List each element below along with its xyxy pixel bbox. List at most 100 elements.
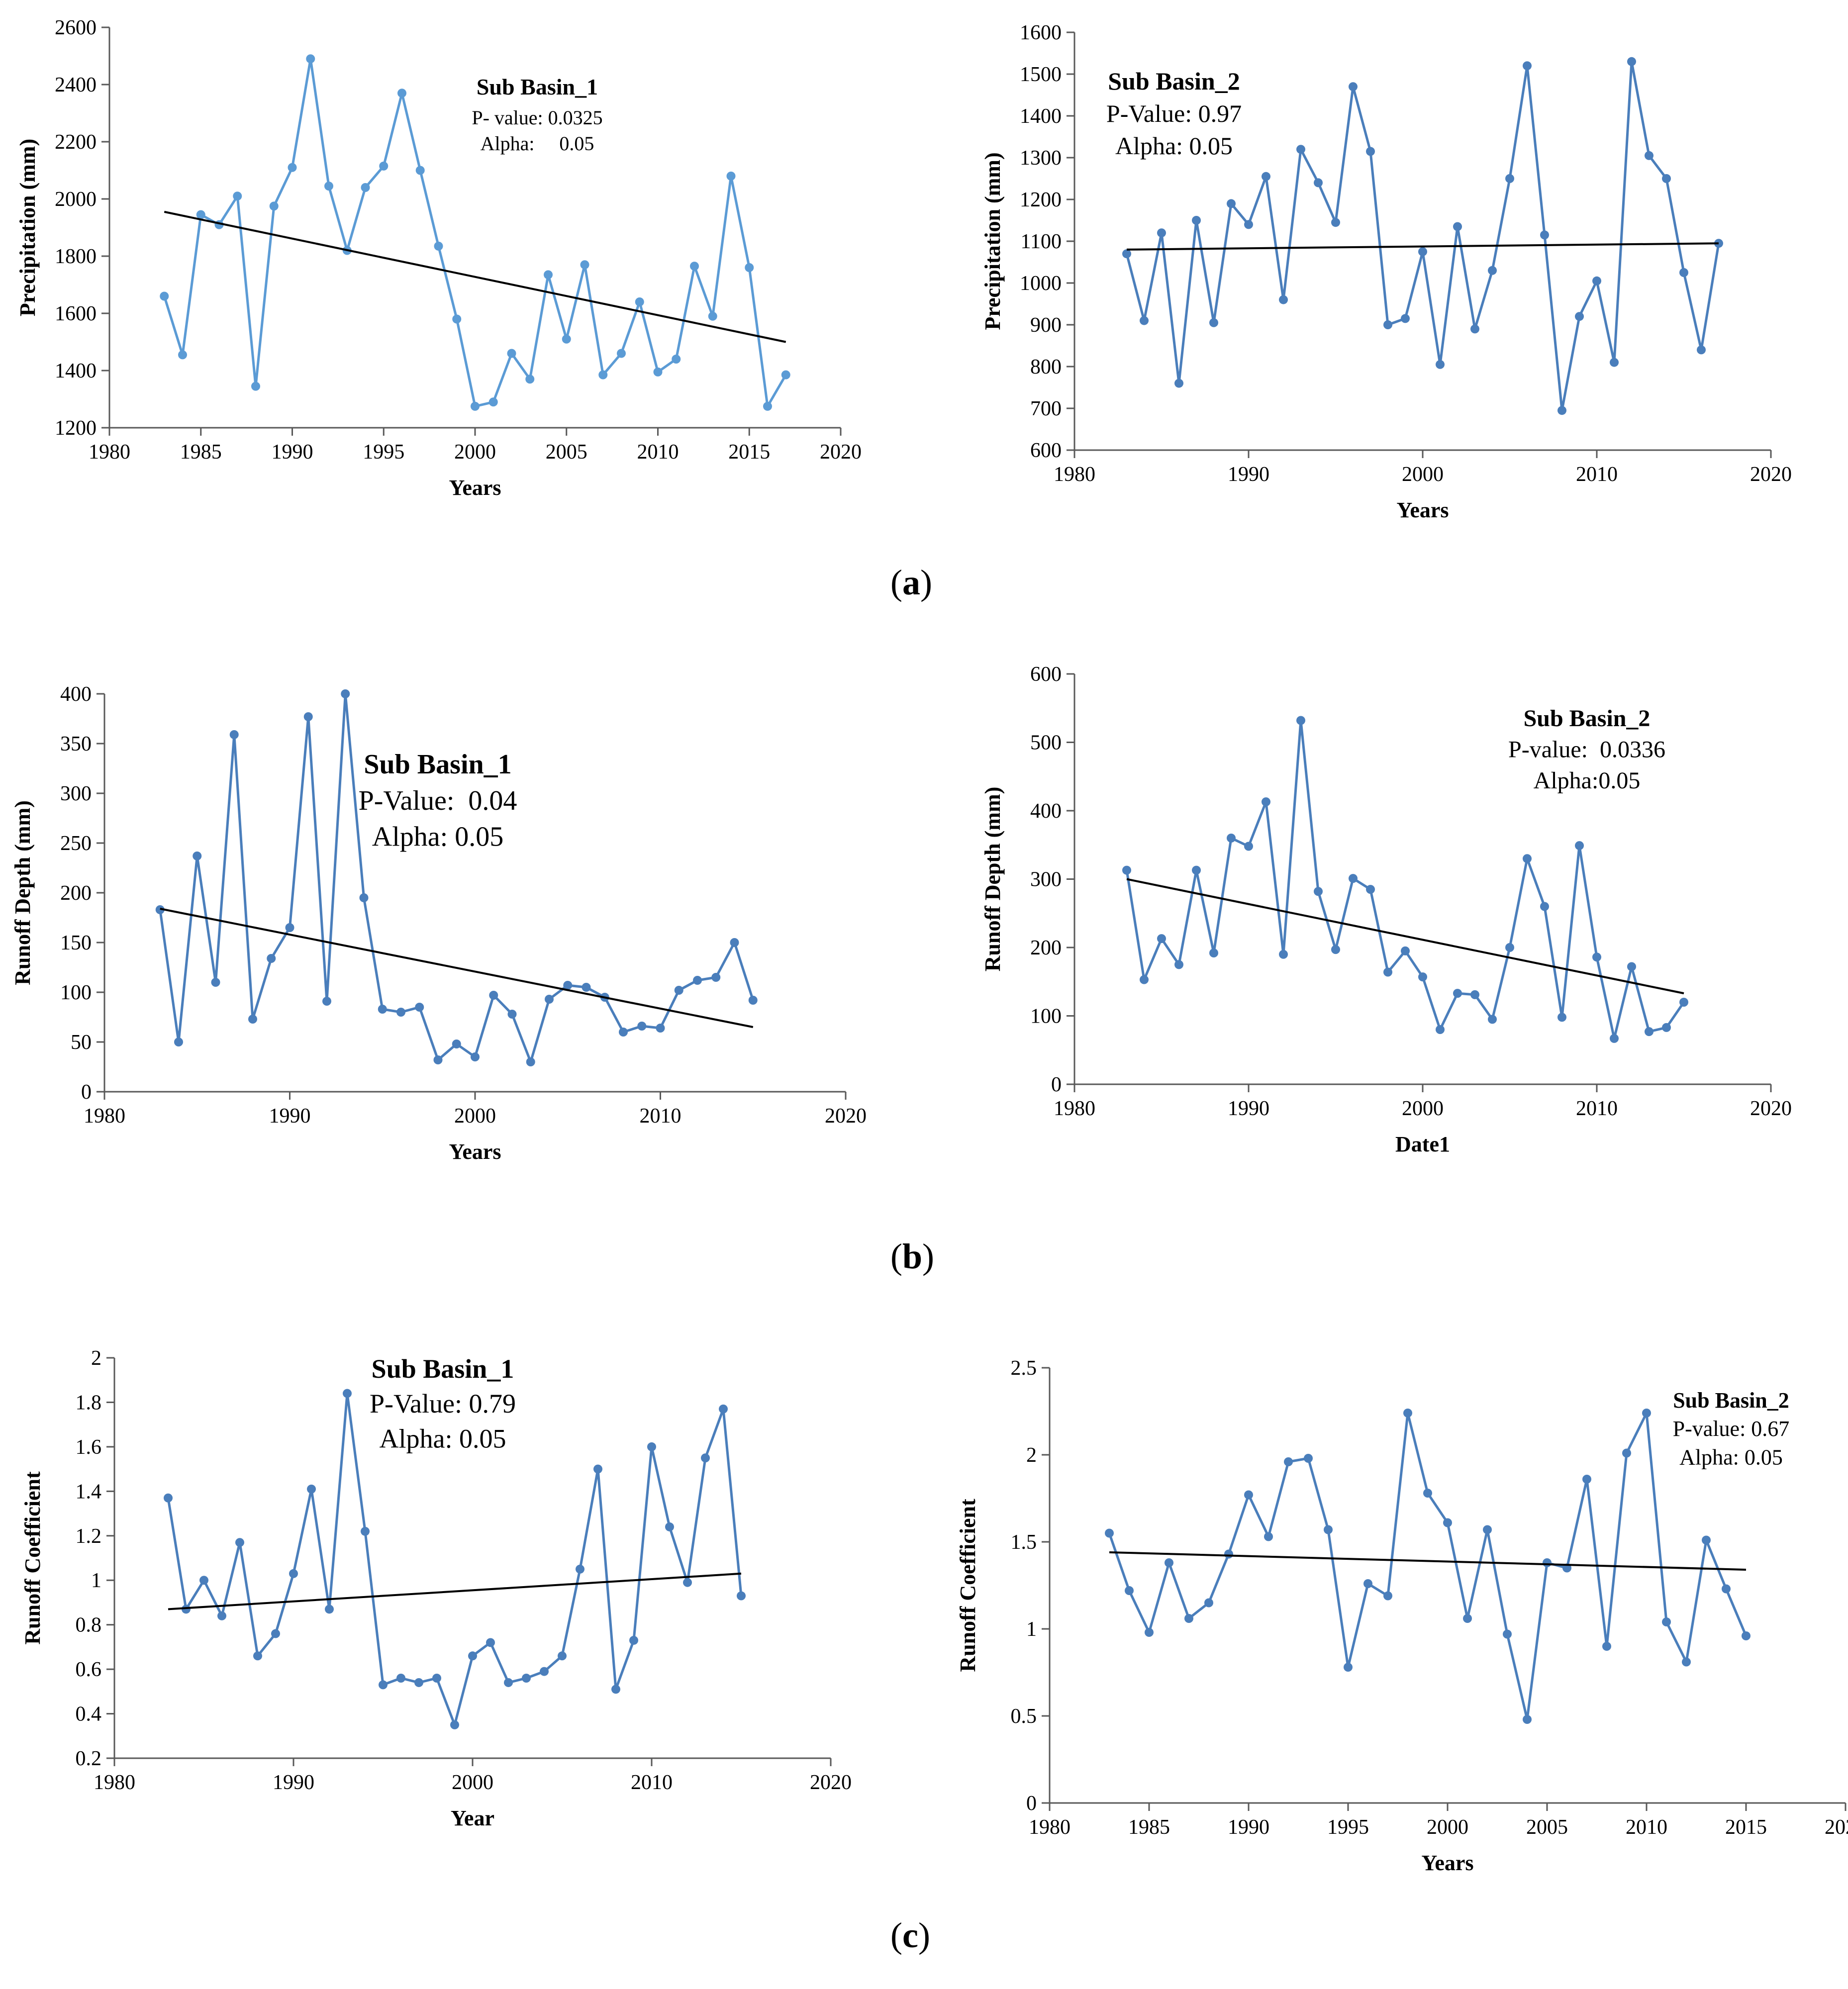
x-tick-label: 2010 — [640, 1105, 681, 1128]
data-point — [635, 297, 644, 306]
data-point — [1622, 1448, 1631, 1458]
data-point — [211, 978, 220, 987]
y-axis-title: Runoff Coefficient — [956, 1499, 980, 1672]
data-point — [1244, 842, 1253, 851]
data-point — [235, 1538, 244, 1547]
chart-svg: 600 700 800 900 1000 1100 1200 1300 1400 1500 1600… — [980, 21, 1792, 522]
y-tick-label: 500 — [1030, 732, 1062, 755]
y-tick-label: 0 — [1026, 1792, 1037, 1815]
data-point — [415, 166, 425, 175]
data-point — [1470, 324, 1479, 334]
data-point — [1192, 865, 1201, 875]
y-tick-label: 1.2 — [76, 1525, 102, 1548]
data-point — [359, 893, 369, 902]
data-point — [471, 401, 480, 411]
y-tick-label: 600 — [1030, 663, 1062, 686]
data-point — [1244, 1490, 1253, 1500]
y-tick-label: 2.5 — [1011, 1357, 1037, 1380]
data-point — [1443, 1518, 1452, 1527]
data-point — [322, 997, 331, 1006]
data-point — [580, 260, 589, 270]
x-tick-label: 1990 — [1228, 1816, 1269, 1839]
x-tick-label: 1980 — [89, 441, 130, 464]
data-point — [582, 983, 591, 992]
data-point — [217, 1611, 226, 1620]
data-point — [1662, 174, 1671, 183]
data-point — [488, 397, 498, 407]
y-tick-label: 0.5 — [1011, 1705, 1037, 1728]
data-point — [701, 1453, 710, 1463]
data-point — [379, 161, 389, 171]
data-point — [1523, 1715, 1532, 1724]
data-point — [1165, 1558, 1173, 1567]
data-point — [1627, 57, 1636, 66]
y-tick-label: 1 — [91, 1569, 101, 1592]
y-tick-label: 0 — [1051, 1073, 1062, 1096]
x-tick-label: 2010 — [631, 1771, 673, 1794]
y-tick-label: 1400 — [1020, 105, 1062, 128]
x-tick-label: 1995 — [1327, 1816, 1369, 1839]
y-tick-label: 2000 — [55, 188, 97, 211]
data-point — [433, 1055, 443, 1064]
x-tick-label: 1980 — [1054, 1097, 1095, 1120]
data-point — [1324, 1525, 1333, 1534]
x-axis-title: Years — [449, 475, 501, 500]
annotation-line: Alpha:0.05 — [1534, 767, 1641, 794]
y-tick-label: 1.6 — [76, 1436, 102, 1459]
data-point — [540, 1667, 549, 1676]
y-tick-label: 0.6 — [76, 1658, 102, 1681]
data-point — [1436, 360, 1445, 369]
trend-line — [1126, 242, 1719, 251]
data-point — [1423, 1489, 1432, 1498]
data-point — [683, 1578, 692, 1587]
data-point — [1488, 1015, 1497, 1024]
x-tick-label: 1990 — [269, 1105, 311, 1128]
annotation-line: Alpha: 0.05 — [1679, 1445, 1783, 1469]
data-point — [1344, 1663, 1353, 1672]
data-point — [507, 1010, 517, 1019]
data-point — [629, 1635, 638, 1645]
x-tick-label: 2020 — [1750, 463, 1792, 486]
x-tick-label: 1990 — [1228, 1097, 1269, 1120]
data-point — [1503, 1629, 1512, 1639]
data-point — [288, 163, 297, 172]
data-point — [665, 1522, 674, 1531]
data-point — [1296, 716, 1305, 725]
data-point — [248, 1015, 257, 1024]
y-tick-label: 1600 — [1020, 21, 1062, 44]
data-point — [251, 381, 260, 391]
annotation-line: P- value: 0.0325 — [472, 106, 602, 129]
data-point — [1383, 967, 1392, 977]
data-point — [1403, 1409, 1412, 1418]
data-point — [1366, 885, 1375, 894]
data-point — [324, 182, 333, 191]
data-point — [397, 89, 406, 98]
y-tick-label: 1200 — [1020, 189, 1062, 211]
x-tick-label: 2005 — [1526, 1816, 1568, 1839]
data-point — [285, 923, 294, 932]
data-point — [1722, 1584, 1731, 1594]
data-point — [1488, 266, 1497, 275]
data-point — [1557, 1013, 1566, 1022]
data-point — [1184, 1614, 1193, 1623]
data-point — [1557, 406, 1566, 415]
data-point — [1645, 151, 1653, 160]
data-point — [1209, 948, 1218, 957]
data-point — [164, 1493, 173, 1503]
data-point — [1331, 218, 1340, 227]
data-point — [1523, 854, 1532, 863]
data-point — [233, 191, 242, 201]
y-tick-label: 0.8 — [76, 1614, 102, 1637]
x-tick-label: 1985 — [1128, 1816, 1170, 1839]
data-point — [1244, 220, 1253, 229]
y-tick-label: 200 — [60, 882, 92, 905]
y-tick-label: 1.5 — [1011, 1531, 1037, 1554]
data-point — [1279, 949, 1288, 959]
data-point — [1304, 1454, 1313, 1463]
data-point — [267, 954, 276, 963]
x-tick-label: 2000 — [452, 1771, 493, 1794]
y-tick-label: 300 — [60, 782, 92, 805]
data-point — [690, 262, 699, 271]
chart-svg: 1200 1400 1600 1800 2000 2200 2400 2600 1980 1985… — [15, 16, 862, 500]
data-point — [1662, 1023, 1671, 1032]
